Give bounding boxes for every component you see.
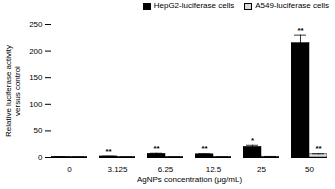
svg-text:100: 100 — [29, 100, 43, 109]
svg-text:*: * — [251, 136, 255, 145]
svg-text:6.25: 6.25 — [158, 165, 174, 174]
svg-text:50: 50 — [34, 126, 43, 135]
svg-text:12.5: 12.5 — [206, 165, 222, 174]
html-text:A549-luciferase cells: A549-luciferase cells — [255, 1, 329, 10]
svg-text:**: ** — [315, 144, 322, 153]
svg-text:3.125: 3.125 — [107, 165, 128, 174]
svg-text:50: 50 — [305, 165, 314, 174]
svg-text:200: 200 — [29, 47, 43, 56]
svg-text:**: ** — [105, 147, 112, 156]
html-text:Relative luciferase activity v: Relative luciferase activity versus cont… — [4, 44, 22, 137]
svg-text:0: 0 — [67, 165, 72, 174]
svg-text:AgNPs concentration (μg/mL): AgNPs concentration (μg/mL) — [137, 175, 242, 184]
svg-text:**: ** — [153, 144, 160, 153]
svg-text:250: 250 — [29, 20, 43, 29]
svg-text:**: ** — [297, 26, 304, 35]
html-text:HepG2-luciferase cells: HepG2-luciferase cells — [153, 1, 235, 10]
svg-text:0: 0 — [38, 153, 43, 162]
svg-text:25: 25 — [257, 165, 266, 174]
svg-text:150: 150 — [29, 73, 43, 82]
svg-text:**: ** — [201, 144, 208, 153]
